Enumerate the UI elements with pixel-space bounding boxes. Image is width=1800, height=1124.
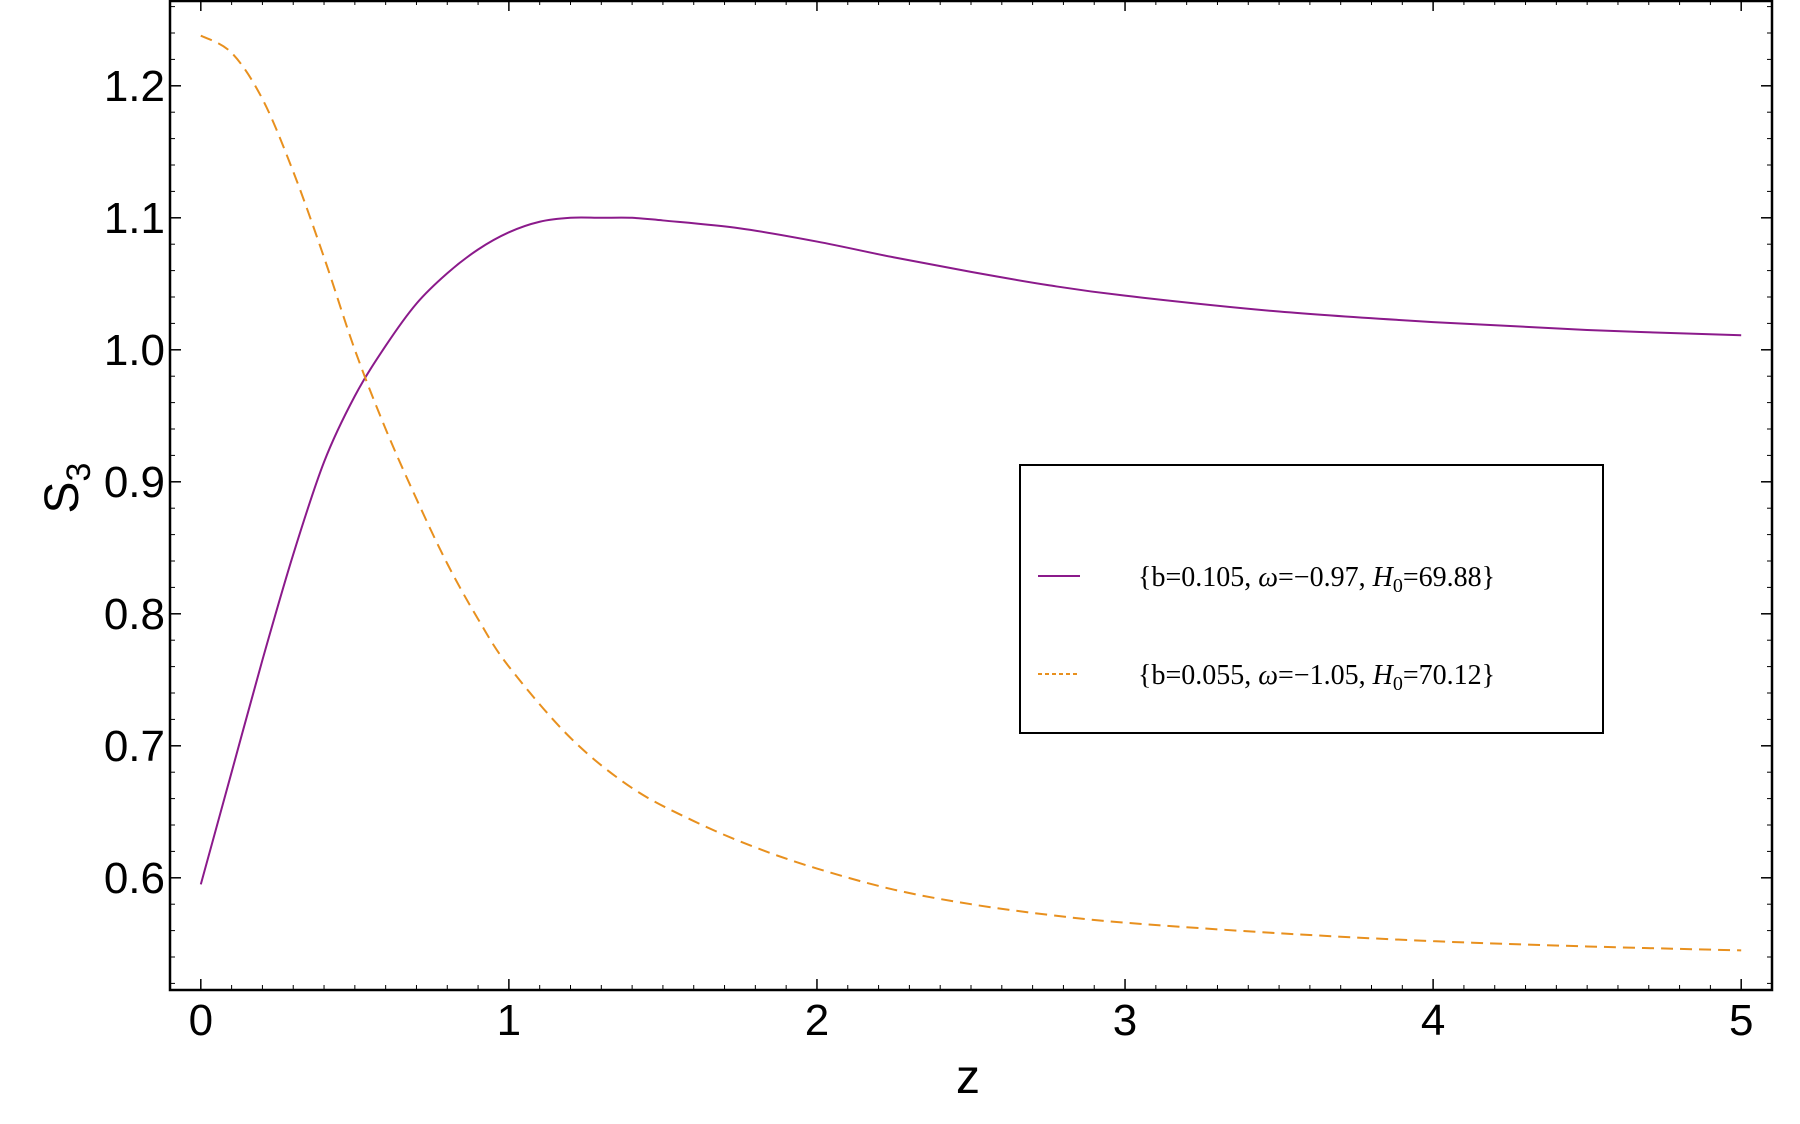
y-tick-label: 0.8 <box>104 590 165 639</box>
legend-label-series-2: {b=0.055, ω=−1.05, H0=70.12} <box>1138 660 1495 695</box>
legend: {b=0.105, ω=−0.97, H0=69.88} {b=0.055, ω… <box>1019 464 1604 734</box>
legend-label-series-1: {b=0.105, ω=−0.97, H0=69.88} <box>1138 562 1495 597</box>
series-line-2 <box>200 34 1742 952</box>
y-tick-label: 0.6 <box>104 854 165 903</box>
y-tick-label: 0.7 <box>104 722 165 771</box>
svg-text:S3: S3 <box>36 463 98 514</box>
major-ticks <box>170 0 1772 990</box>
x-tick-label: 2 <box>805 996 829 1045</box>
x-tick-label: 5 <box>1729 996 1753 1045</box>
y-tick-label: 1.1 <box>104 194 165 243</box>
series-layer <box>199 34 1742 952</box>
legend-box <box>1019 464 1604 734</box>
x-tick-label: 4 <box>1421 996 1445 1045</box>
x-tick-labels: 0 1 2 3 4 5 <box>189 996 1754 1045</box>
y-axis-title-symbol: S <box>36 481 89 513</box>
y-axis-title-subscript: 3 <box>60 463 98 482</box>
plot-frame <box>168 0 1774 992</box>
x-tick-label: 1 <box>497 996 521 1045</box>
y-tick-label: 0.9 <box>104 458 165 507</box>
x-tick-label: 0 <box>189 996 213 1045</box>
x-axis-title: z <box>956 1051 980 1104</box>
y-tick-labels: 0.6 0.7 0.8 0.9 1.0 1.1 1.2 <box>104 62 165 903</box>
y-tick-label: 1.0 <box>104 326 165 375</box>
x-tick-label: 3 <box>1113 996 1137 1045</box>
series-line-1 <box>199 216 1742 885</box>
y-axis-title: S3 <box>36 463 98 514</box>
y-tick-label: 1.2 <box>104 62 165 111</box>
